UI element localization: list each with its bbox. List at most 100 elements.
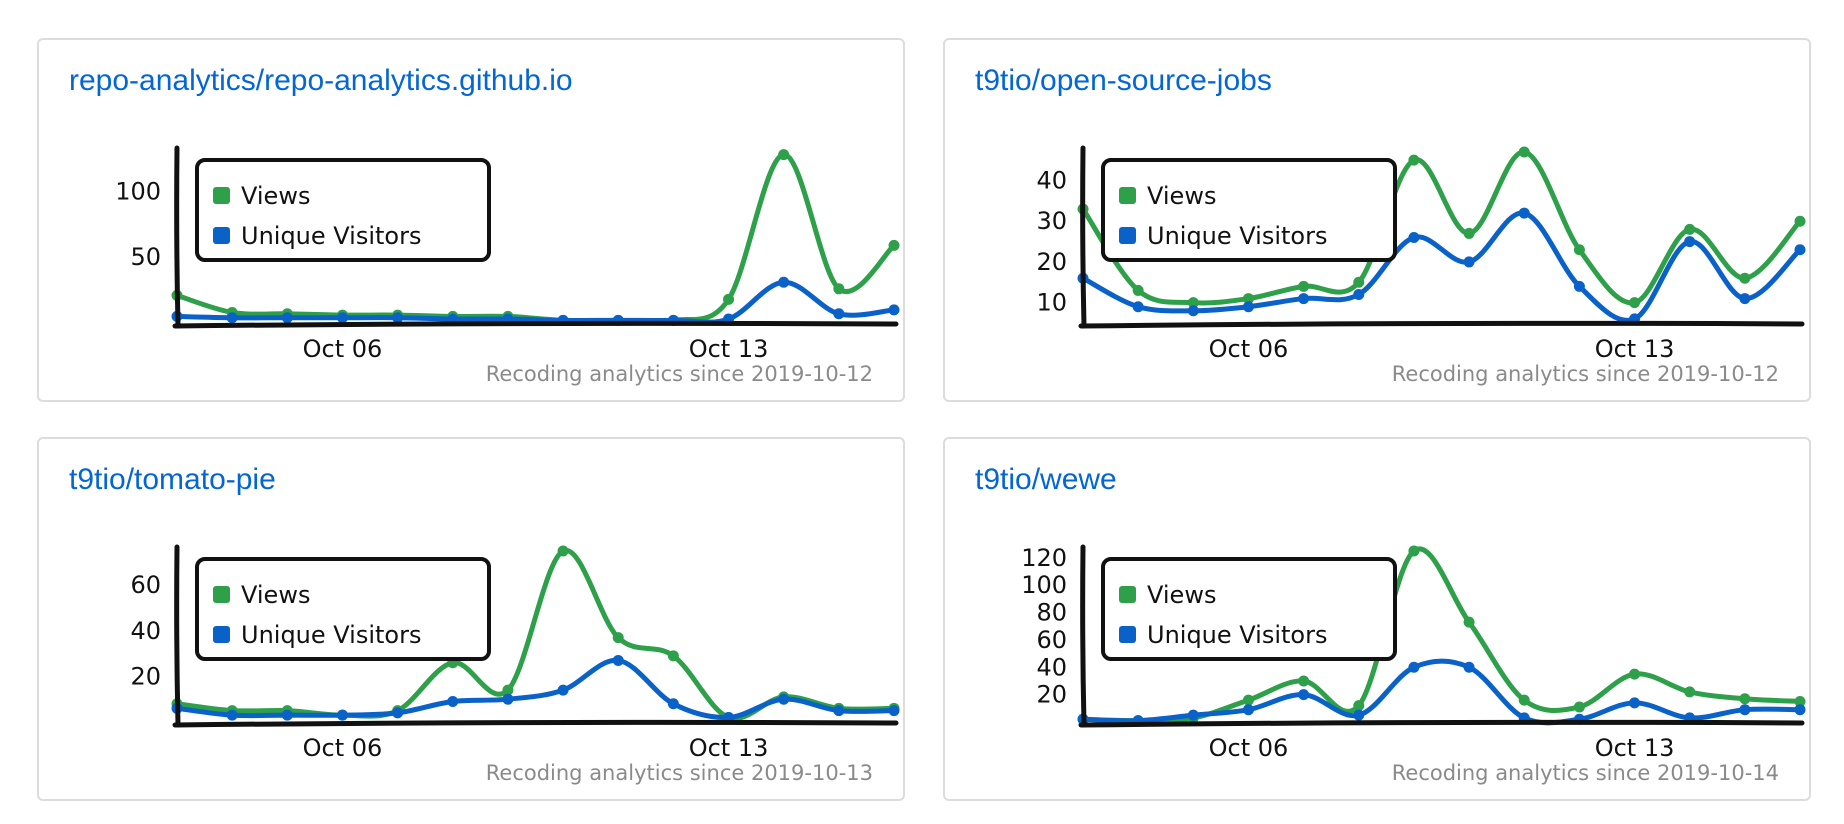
data-point [1242,293,1254,305]
y-tick-label: 30 [1036,207,1067,235]
y-tick-label: 20 [1036,248,1067,276]
repo-title-link[interactable]: t9tio/wewe [975,463,1117,496]
data-point [1518,207,1530,219]
data-point [502,693,514,705]
data-point [1629,297,1641,309]
data-point [723,293,735,305]
y-tick-label: 40 [130,617,161,645]
legend-swatch [1119,586,1136,603]
data-point [778,149,790,161]
data-point [557,545,569,557]
data-point [1573,280,1585,292]
repo-title-link[interactable]: t9tio/tomato-pie [69,463,276,496]
y-tick-label: 60 [130,571,161,599]
data-point [833,283,845,295]
legend-label: Views [241,581,310,609]
data-point [1298,675,1310,687]
y-axis-line [1080,145,1087,329]
analytics-since-label: Recoding analytics since 2019-10-12 [485,362,873,386]
data-point [281,709,293,721]
data-point [1353,709,1365,721]
y-tick-label: 10 [1036,289,1067,317]
data-point [1739,704,1751,716]
y-tick-label: 50 [130,243,161,271]
data-point [1463,227,1475,239]
legend-label: Views [1147,581,1216,609]
legend-label: Unique Visitors [241,621,421,649]
y-tick-label: 120 [1021,544,1067,572]
data-point [336,709,348,721]
data-point [1242,694,1254,706]
y-tick-label: 40 [1036,653,1067,681]
data-point [612,654,624,666]
legend-swatch [213,586,230,603]
repo-card: repo-analytics/repo-analytics.github.io … [37,38,905,402]
repo-title-link[interactable]: repo-analytics/repo-analytics.github.io [69,64,573,97]
data-point [1463,616,1475,628]
analytics-since-label: Recoding analytics since 2019-10-14 [1391,761,1779,785]
y-tick-label: 60 [1036,626,1067,654]
x-tick-label: Oct 06 [1209,335,1289,363]
data-point [1298,293,1310,305]
x-axis-line [1078,320,1805,329]
data-point [1353,276,1365,288]
data-point [1408,154,1420,166]
y-tick-label: 100 [1021,571,1067,599]
analytics-since-label: Recoding analytics since 2019-10-12 [1391,362,1779,386]
repo-card: t9tio/open-source-jobs 10 20 30 40 Oct 06 Oct… [943,38,1811,402]
legend-swatch [1119,187,1136,204]
x-tick-label: Oct 13 [689,734,769,762]
data-point [667,650,679,662]
data-point [1629,697,1641,709]
series-line-unique-visitors [174,657,897,720]
data-point [1298,689,1310,701]
x-tick-label: Oct 13 [689,335,769,363]
repo-traffic-chart: 10 20 30 40 Oct 06 Oct 13 Views Unique Visitors [1036,145,1806,363]
y-tick-label: 80 [1036,599,1067,627]
chart-legend: Views Unique Visitors [1101,557,1397,661]
data-point [447,695,459,707]
legend-box [1101,557,1397,661]
y-tick-label: 40 [1036,167,1067,195]
data-point [1684,686,1696,698]
data-point [392,312,404,324]
data-point [226,312,238,324]
data-point [888,705,900,717]
repo-title-link[interactable]: t9tio/open-source-jobs [975,64,1272,97]
x-axis-line [172,320,899,329]
data-point [1132,301,1144,313]
data-point [612,632,624,644]
data-point [1408,545,1420,557]
data-point [1739,693,1751,705]
repo-card: t9tio/tomato-pie 20 40 60 Oct 06 Oct 13 Views… [37,437,905,801]
y-tick-label: 20 [130,662,161,690]
y-tick-label: 20 [1036,681,1067,709]
legend-box [195,158,491,262]
y-axis-line [1080,544,1087,728]
data-point [1739,272,1751,284]
data-point [336,312,348,324]
legend-swatch [213,227,230,244]
legend-label: Unique Visitors [1147,222,1327,250]
data-point [1684,236,1696,248]
x-axis-line [1078,719,1805,728]
data-point [667,698,679,710]
data-point [1353,289,1365,300]
data-point [1187,305,1199,317]
data-point [1573,244,1585,256]
y-axis-line [174,544,181,728]
data-point [1794,244,1806,256]
data-point [888,304,900,316]
data-point [888,239,900,251]
data-point [226,709,238,721]
data-point [1132,284,1144,296]
legend-label: Unique Visitors [1147,621,1327,649]
data-point [1408,661,1420,673]
x-tick-label: Oct 06 [303,335,383,363]
data-point [1408,232,1420,243]
data-point [1573,701,1585,713]
x-axis-line [172,719,899,728]
repo-traffic-chart: 50 100 Oct 06 Oct 13 Views Unique Visitors [115,145,900,363]
legend-label: Unique Visitors [241,222,421,250]
